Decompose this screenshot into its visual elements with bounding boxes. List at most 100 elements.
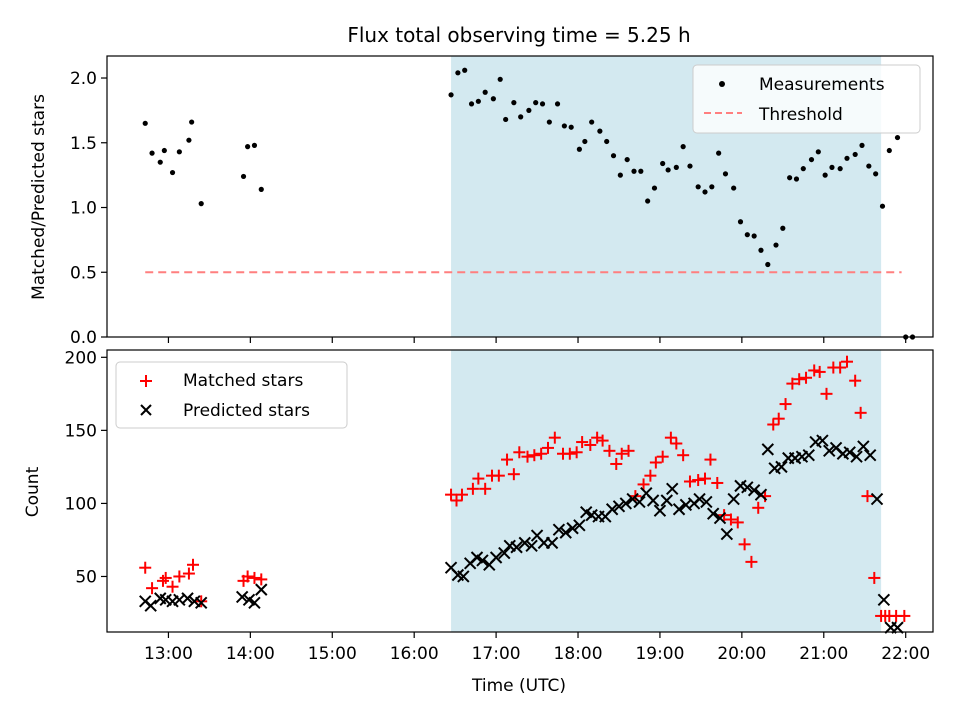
predicted-star-marker (248, 596, 261, 609)
matched-star-marker (521, 450, 534, 463)
measurement-point (837, 166, 843, 172)
predicted-star-marker (525, 539, 538, 552)
measurement-point (751, 233, 757, 239)
x-tick-label: 16:00 (390, 644, 439, 664)
measurement-point (808, 156, 815, 163)
x-tick-label: 17:00 (472, 644, 521, 664)
matched-star-marker (479, 482, 492, 495)
top-y-axis-label: Matched/Predicted stars (29, 94, 49, 300)
predicted-star-marker (619, 497, 633, 510)
matched-star-marker (570, 446, 583, 459)
predicted-star-marker (573, 519, 586, 532)
measurement-point (589, 119, 595, 125)
matched-star-marker (637, 478, 650, 491)
x-tick-label: 22:00 (881, 644, 930, 664)
predicted-star-marker (633, 495, 646, 509)
matched-star-marker (731, 516, 744, 529)
predicted-star-marker (653, 504, 667, 517)
predicted-star-marker (713, 511, 727, 525)
measurement-point (561, 123, 567, 129)
measurement-point (176, 149, 182, 155)
matched-star-marker (173, 570, 186, 583)
predicted-star-marker (646, 494, 660, 507)
measurement-point (497, 76, 503, 82)
measurement-point (157, 159, 163, 165)
matched-star-marker (195, 595, 208, 608)
measurement-point (251, 142, 258, 148)
legend-matched-marker (140, 375, 152, 387)
measurement-point (631, 168, 637, 174)
matched-star-marker (528, 449, 541, 462)
legend-predicted-label: Predicted stars (183, 401, 310, 421)
measurement-point (526, 107, 532, 113)
matched-star-marker (166, 580, 179, 593)
matched-star-marker (603, 444, 616, 457)
measurement-point (765, 261, 771, 268)
predicted-star-marker (626, 492, 639, 506)
matched-star-marker (711, 476, 724, 489)
measurement-point (722, 171, 729, 177)
legend-predicted-marker (140, 404, 152, 416)
matched-star-marker (849, 374, 862, 387)
matched-star-marker (854, 406, 867, 419)
matched-star-marker (241, 570, 254, 583)
matched-star-marker (610, 457, 623, 470)
matched-star-marker (820, 387, 833, 400)
matched-star-marker (541, 441, 554, 454)
measurement-point (546, 119, 552, 125)
matched-star-marker (683, 475, 696, 488)
matched-star-marker (808, 364, 821, 377)
measurement-point (597, 128, 603, 134)
top-y-tick-label: 2.0 (70, 69, 97, 89)
predicted-star-marker (489, 551, 503, 564)
predicted-star-marker (870, 492, 884, 506)
bottom-legend: Matched stars Predicted stars (115, 361, 348, 429)
predicted-star-marker (545, 536, 559, 550)
top-legend-box (692, 64, 921, 134)
measurement-point (744, 232, 750, 238)
measurement-point (503, 116, 509, 123)
matched-star-marker (615, 447, 628, 460)
measurement-point (482, 89, 488, 95)
matched-star-marker (767, 418, 780, 431)
bottom-legend-box (115, 361, 348, 429)
predicted-star-marker (518, 536, 531, 550)
matched-star-marker (772, 412, 785, 425)
measurement-point (624, 156, 630, 163)
bottom-y-tick-label: 50 (75, 567, 97, 587)
measurement-point (873, 171, 879, 177)
bottom-y-axis-label: Count (23, 466, 43, 517)
matched-star-marker (800, 371, 813, 384)
predicted-star-marker (181, 592, 194, 605)
matched-star-marker (745, 555, 758, 568)
measurement-point (822, 172, 828, 178)
measurement-point (815, 149, 821, 155)
matched-star-marker (898, 609, 911, 622)
measurement-point (866, 163, 872, 169)
measurement-point (758, 247, 764, 253)
measurement-point (879, 203, 886, 209)
top-panel: Flux total observing time = 5.25 h 0.0 0.… (29, 23, 934, 348)
measurement-point (582, 138, 588, 145)
top-y-tick-label: 0.0 (70, 328, 97, 348)
measurement-point (716, 150, 722, 156)
matched-star-marker (591, 431, 604, 444)
measurement-point (702, 189, 708, 195)
predicted-star-marker (194, 596, 208, 609)
predicted-star-marker (498, 546, 511, 560)
measurement-point (687, 163, 693, 169)
measurement-point (852, 151, 858, 158)
measurement-point (844, 155, 850, 161)
x-tick-label: 18:00 (554, 644, 603, 664)
matched-star-marker (677, 449, 690, 462)
measurement-point (161, 147, 167, 154)
predicted-star-marker (891, 621, 904, 634)
measurement-point (533, 100, 539, 106)
predicted-star-marker (754, 488, 768, 501)
predicted-star-marker (693, 492, 706, 506)
measurement-point (638, 168, 644, 174)
matched-star-marker (738, 538, 751, 551)
measurement-point (610, 153, 617, 159)
predicted-star-marker (706, 507, 720, 520)
predicted-star-marker (823, 444, 836, 458)
